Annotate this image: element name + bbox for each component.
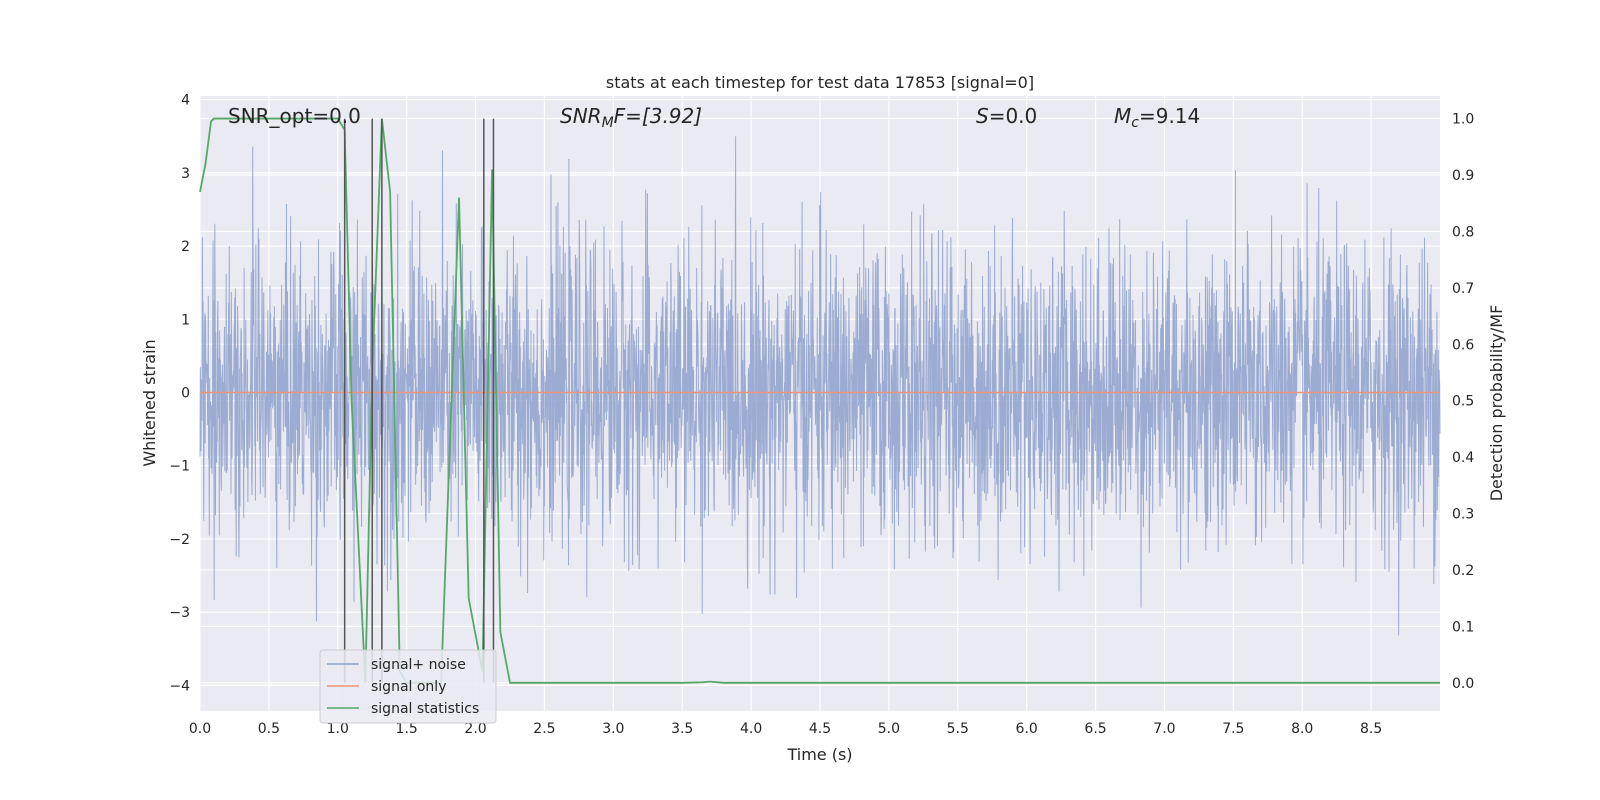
annotation-s: S=0.0 (976, 104, 1037, 128)
legend: signal+ noise signal only signal statist… (319, 649, 497, 724)
x-tick-label: 3.5 (671, 721, 693, 737)
x-tick-label: 7.5 (1222, 721, 1244, 737)
y-tick-label-right: 0.1 (1452, 619, 1474, 635)
y-tick-label-right: 0.9 (1452, 168, 1474, 184)
legend-label-signal-only: signal only (371, 679, 446, 695)
series-line-signal-plus-noise (199, 136, 1441, 636)
x-tick-label: 3.0 (602, 721, 624, 737)
y-tick-label-left: 3 (181, 166, 190, 182)
y-axis-label-right: Detection probability/MF (1487, 305, 1506, 502)
y-tick-label-left: −2 (169, 532, 190, 548)
annotation-snr-mf: SNRMF=[3.92] (560, 104, 702, 131)
y-tick-label-right: 1.0 (1452, 112, 1474, 128)
vertical-markers (343, 118, 495, 683)
x-tick-label: 8.5 (1360, 721, 1382, 737)
legend-label-signal-plus-noise: signal+ noise (371, 657, 466, 673)
x-tick-label: 0.0 (189, 721, 211, 737)
y-tick-label-right: 0.7 (1452, 281, 1474, 297)
series-line-signal-statistics (199, 117, 1440, 684)
chart-title: stats at each timestep for test data 178… (606, 73, 1034, 92)
legend-box (319, 649, 497, 724)
signal-plus-noise-series (199, 136, 1441, 636)
x-tick-label: 1.0 (327, 721, 349, 737)
y-tick-label-right: 0.8 (1452, 224, 1474, 240)
y-tick-label-left: −3 (169, 605, 190, 621)
x-axis-label: Time (s) (786, 745, 852, 764)
x-tick-label: 2.5 (533, 721, 555, 737)
y-tick-label-left: 0 (181, 386, 190, 402)
x-tick-label: 8.0 (1291, 721, 1313, 737)
signal-statistics-series (199, 117, 1440, 684)
y-axis-label-left: Whitened strain (140, 339, 159, 466)
y-tick-label-left: −1 (169, 459, 190, 475)
x-tick-label: 2.0 (464, 721, 486, 737)
y-tick-label-left: 2 (181, 239, 190, 255)
x-tick-label: 0.5 (258, 721, 280, 737)
y-tick-label-right: 0.5 (1452, 394, 1474, 410)
y-tick-label-right: 0.4 (1452, 450, 1474, 466)
annotation-mc: Mc=9.14 (1114, 104, 1200, 131)
annotation-snr-opt: SNR_opt=0.0 (228, 104, 361, 128)
x-tick-label: 6.5 (1084, 721, 1106, 737)
y-tick-label-right: 0.6 (1452, 337, 1474, 353)
x-tick-label: 4.5 (809, 721, 831, 737)
x-tick-label: 5.0 (878, 721, 900, 737)
y-tick-label-right: 0.3 (1452, 507, 1474, 523)
x-tick-label: 7.0 (1153, 721, 1175, 737)
y-tick-label-left: 4 (181, 93, 190, 109)
x-tick-label: 6.0 (1016, 721, 1038, 737)
y-tick-label-left: 1 (181, 312, 190, 328)
x-tick-label: 4.0 (740, 721, 762, 737)
x-tick-label: 1.5 (396, 721, 418, 737)
y-tick-label-right: 0.2 (1452, 563, 1474, 579)
y-tick-label-left: −4 (169, 678, 190, 694)
y-tick-label-right: 0.0 (1452, 676, 1474, 692)
tick-labels: 0.0 0.5 1.0 1.5 2.0 2.5 3.0 3.5 4.0 4.5 5.0 5.5 6.0 6… (169, 93, 1474, 737)
x-tick-label: 5.5 (947, 721, 969, 737)
legend-label-signal-statistics: signal statistics (371, 701, 479, 717)
